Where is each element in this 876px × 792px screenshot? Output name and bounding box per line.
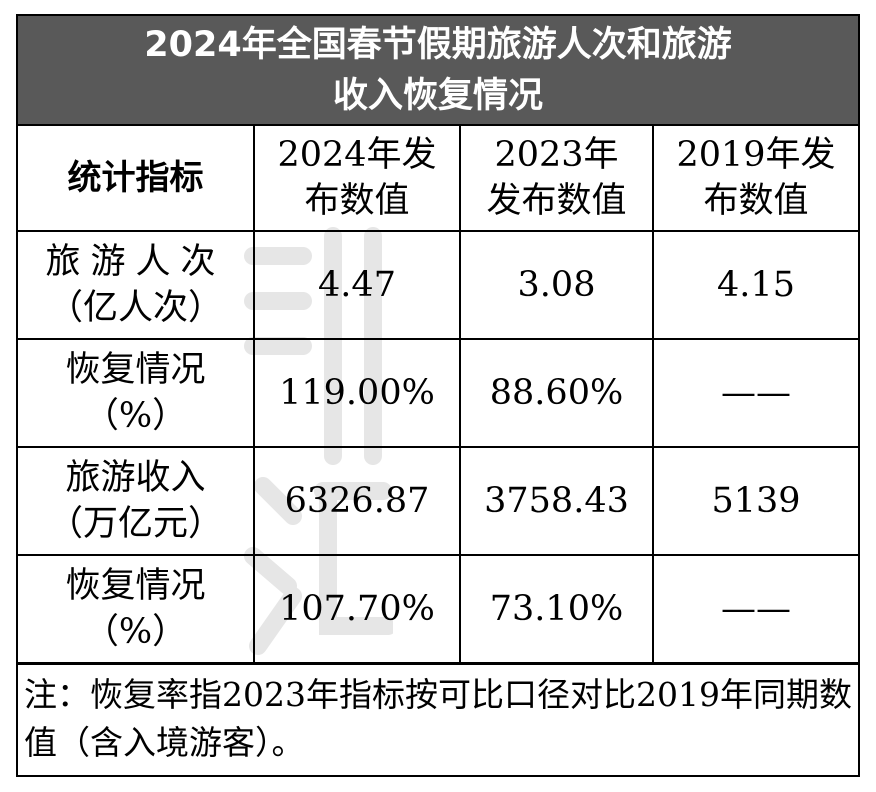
row-label-recovery: 恢复情况 （%） xyxy=(18,338,255,448)
cell-value: 107.70% xyxy=(253,554,461,664)
table-row: 旅游人次 （亿人次） 4.47 3.08 4.15 xyxy=(18,230,858,340)
table-row: 恢复情况 （%） 119.00% 88.60% —— xyxy=(18,338,858,448)
cell-value: 88.60% xyxy=(459,338,654,448)
table-row: 恢复情况 （%） 107.70% 73.10% —— xyxy=(18,554,858,664)
title-line-1: 2024年全国春节假期旅游人次和旅游 xyxy=(144,25,732,65)
cell-value: 6326.87 xyxy=(253,446,461,556)
table-row: 旅游收入 （万亿元） 6326.87 3758.43 5139 xyxy=(18,446,858,556)
row-label-recovery: 恢复情况 （%） xyxy=(18,554,255,664)
cell-value: 73.10% xyxy=(459,554,654,664)
header-indicator: 统计指标 xyxy=(18,126,255,232)
table-title: 2024年全国春节假期旅游人次和旅游 收入恢复情况 xyxy=(18,16,858,126)
header-2023: 2023年 发布数值 xyxy=(459,126,654,232)
cell-value: —— xyxy=(652,338,858,448)
title-line-2: 收入恢复情况 xyxy=(332,76,543,116)
stats-table: 统计指标 2024年发 布数值 2023年 发布数值 2019年发 布数值 旅游… xyxy=(18,126,858,664)
cell-value: 3.08 xyxy=(459,230,654,340)
cell-value: 5139 xyxy=(652,446,858,556)
cell-value: —— xyxy=(652,554,858,664)
header-2019: 2019年发 布数值 xyxy=(652,126,858,232)
header-2024: 2024年发 布数值 xyxy=(253,126,461,232)
cell-value: 3758.43 xyxy=(459,446,654,556)
cell-value: 119.00% xyxy=(253,338,461,448)
row-label-tourist-trips: 旅游人次 （亿人次） xyxy=(18,230,255,340)
header-row: 统计指标 2024年发 布数值 2023年 发布数值 2019年发 布数值 xyxy=(18,126,858,232)
row-label-tourism-revenue: 旅游收入 （万亿元） xyxy=(18,446,255,556)
cell-value: 4.47 xyxy=(253,230,461,340)
footnote: 注：恢复率指2023年指标按可比口径对比2019年同期数值（含入境游客）。 xyxy=(18,663,858,775)
stats-table-frame: 2024年全国春节假期旅游人次和旅游 收入恢复情况 统计指标 xyxy=(16,14,860,777)
cell-value: 4.15 xyxy=(652,230,858,340)
